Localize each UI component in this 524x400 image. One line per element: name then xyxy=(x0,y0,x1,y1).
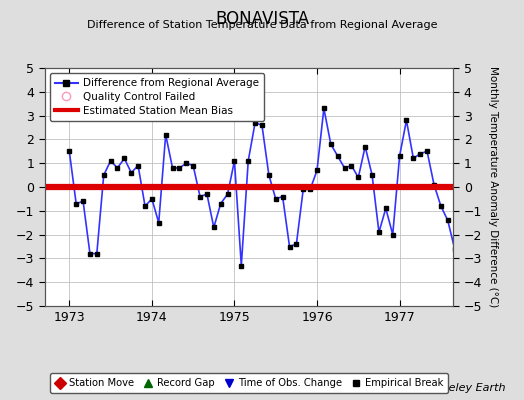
Text: Berkeley Earth: Berkeley Earth xyxy=(423,383,506,393)
Y-axis label: Monthly Temperature Anomaly Difference (°C): Monthly Temperature Anomaly Difference (… xyxy=(488,66,498,308)
Text: Difference of Station Temperature Data from Regional Average: Difference of Station Temperature Data f… xyxy=(87,20,437,30)
Text: BONAVISTA: BONAVISTA xyxy=(215,10,309,28)
Legend: Station Move, Record Gap, Time of Obs. Change, Empirical Break: Station Move, Record Gap, Time of Obs. C… xyxy=(50,373,448,393)
Legend: Difference from Regional Average, Quality Control Failed, Estimated Station Mean: Difference from Regional Average, Qualit… xyxy=(50,73,264,121)
